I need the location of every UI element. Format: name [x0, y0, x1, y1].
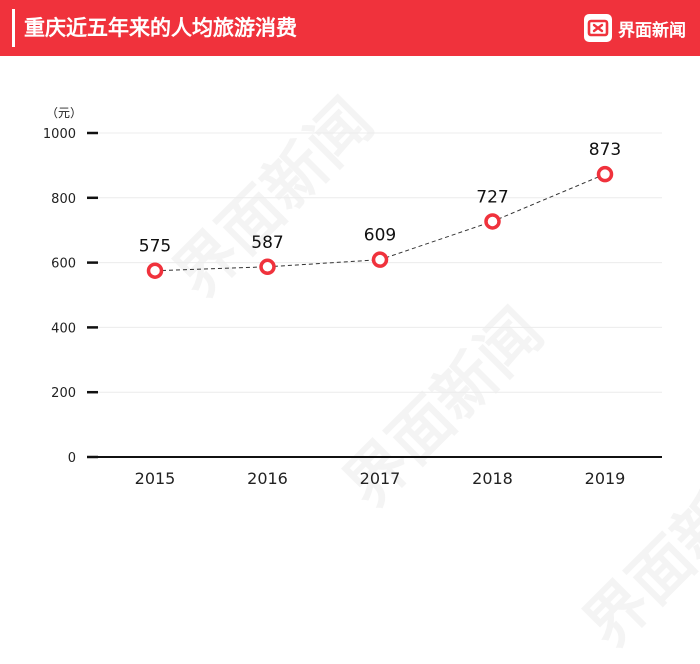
y-tick-label: 400	[51, 321, 76, 336]
jiemian-logo-icon	[584, 14, 612, 42]
data-point	[259, 258, 276, 276]
x-tick-label: 2017	[360, 469, 401, 488]
x-tick-label: 2019	[585, 469, 626, 488]
data-point	[596, 165, 614, 183]
data-point	[146, 262, 164, 279]
header-accent-bar	[12, 9, 15, 47]
y-tick-label: 600	[51, 257, 76, 272]
y-tick-label: 800	[51, 192, 76, 207]
y-tick-label: 1000	[43, 127, 76, 142]
x-tick-label: 2018	[472, 469, 513, 488]
y-tick-label: 200	[51, 386, 76, 401]
y-tick-label: 0	[68, 451, 76, 466]
data-label: 609	[364, 226, 396, 246]
brand-name: 界面新闻	[618, 20, 686, 41]
data-point	[371, 251, 389, 268]
header-banner: 重庆近五年来的人均旅游消费 界面新闻	[0, 0, 700, 56]
data-label: 873	[589, 140, 621, 160]
y-axis-unit-label: （元）	[46, 106, 83, 120]
x-tick-label: 2015	[135, 469, 176, 488]
data-label: 587	[251, 233, 283, 253]
line-chart: 0 200 400 600 800 1000 2015 2016 2017 2018 2019 575…	[43, 127, 662, 488]
page-title: 重庆近五年来的人均旅游消费	[24, 16, 297, 40]
data-label: 727	[476, 187, 508, 207]
x-tick-label: 2016	[247, 469, 288, 488]
data-label: 575	[139, 237, 171, 257]
brand: 界面新闻	[584, 14, 686, 42]
data-point	[484, 213, 501, 230]
